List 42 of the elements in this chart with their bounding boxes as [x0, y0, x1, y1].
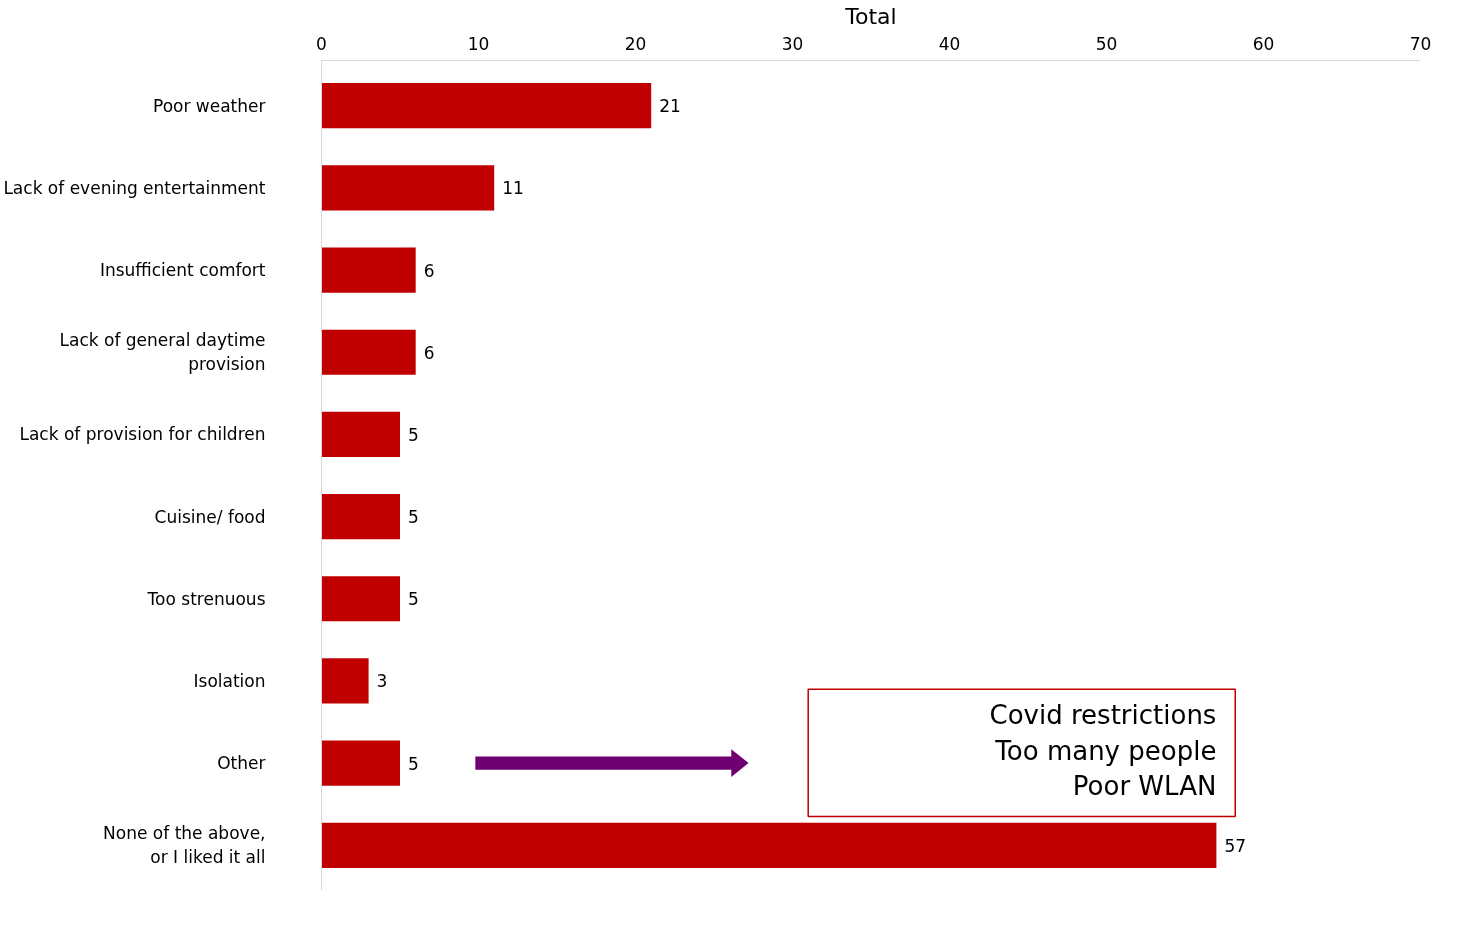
bar [321, 165, 495, 211]
y-tick-label: Poor weather [152, 95, 266, 116]
y-tick-label: Lack of provision for children [19, 424, 266, 445]
data-label: 3 [376, 671, 388, 692]
annotation: Too many people [994, 735, 1217, 766]
x-tick-label: 60 [1252, 33, 1275, 54]
bar [321, 329, 416, 375]
x-tick-label: 30 [781, 33, 804, 54]
y-tick-label: Lack of evening entertainment [3, 177, 266, 198]
data-label: 11 [502, 178, 524, 199]
data-label: 57 [1224, 835, 1247, 856]
y-tick-label: Other [217, 753, 266, 774]
data-label: 5 [408, 753, 419, 774]
data-label: 5 [408, 507, 419, 528]
annotation: Poor WLAN [1072, 771, 1217, 802]
x-tick-label: 40 [938, 33, 961, 54]
data-label: 6 [423, 260, 435, 281]
bar [321, 83, 652, 129]
bar [321, 576, 400, 622]
data-label: 5 [408, 424, 419, 445]
data-label: 21 [659, 96, 681, 117]
x-tick-label: 0 [316, 33, 327, 54]
y-tick-label: Isolation [193, 670, 266, 691]
data-label: 5 [408, 589, 419, 610]
y-tick-label: None of the above, or I liked it all [103, 823, 266, 868]
x-axis-title: Total [844, 3, 897, 29]
y-tick-label: Too strenuous [146, 588, 266, 609]
bar [321, 822, 1217, 868]
x-tick-label: 20 [624, 33, 647, 54]
bar [321, 493, 400, 540]
bar [321, 411, 400, 458]
x-tick-label: 70 [1409, 33, 1432, 54]
y-tick-label: Lack of general daytime provision [59, 330, 266, 375]
data-label: 6 [423, 342, 435, 363]
x-tick-label: 50 [1095, 33, 1118, 54]
y-tick-label: Cuisine/ food [154, 506, 266, 527]
bar [321, 658, 369, 704]
y-tick-label: Insufficient comfort [99, 260, 266, 281]
bar [321, 247, 416, 293]
x-tick-label: 10 [467, 33, 490, 54]
annotation: Covid restrictions [989, 700, 1217, 731]
bar [321, 740, 400, 786]
